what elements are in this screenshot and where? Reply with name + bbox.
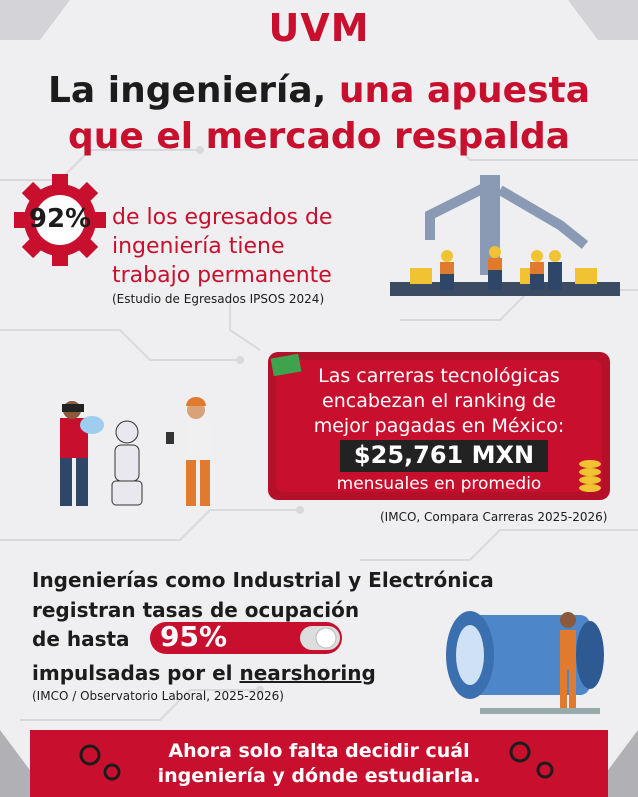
text-line: Las carreras tecnológicas bbox=[318, 365, 560, 387]
driver: nearshoring bbox=[239, 661, 376, 685]
text-line: de los egresados de bbox=[112, 205, 333, 230]
title-part: una apuesta bbox=[338, 70, 591, 111]
text-line: trabajo permanente bbox=[112, 263, 332, 288]
title-part: La ingeniería, bbox=[47, 70, 327, 111]
salary-amount: $25,761 MXN bbox=[353, 441, 535, 469]
occupation-driver: impulsadas por el nearshoring bbox=[32, 661, 376, 685]
occupation-prefix: de hasta bbox=[32, 627, 130, 651]
text-line: mejor pagadas en México: bbox=[313, 415, 565, 437]
occupation-text: Ingenierías como Industrial y Electrónic… bbox=[32, 565, 494, 625]
text-line: ingeniería tiene bbox=[112, 234, 285, 259]
salary-text: Las carreras tecnológicas encabezan el ra… bbox=[276, 364, 602, 439]
salary-period: mensuales en promedio bbox=[336, 474, 542, 494]
text-line: ingeniería y dónde estudiarla. bbox=[157, 765, 481, 787]
footer-text: Ahora solo falta decidir cuál ingeniería … bbox=[30, 739, 608, 789]
text-line: registran tasas de ocupación bbox=[32, 598, 360, 622]
source: (IMCO, Compara Carreras 2025-2026) bbox=[380, 510, 608, 524]
source: (IMCO / Observatorio Laboral, 2025-2026) bbox=[32, 689, 284, 703]
occupation-value: 95% bbox=[160, 620, 228, 653]
title: La ingeniería, una apuesta bbox=[0, 70, 638, 111]
source: (Estudio de Egresados IPSOS 2024) bbox=[112, 292, 325, 306]
stat-text: de los egresados de ingeniería tiene traba… bbox=[112, 203, 332, 290]
text-line: Ingenierías como Industrial y Electrónic… bbox=[32, 568, 494, 592]
text-line: encabezan el ranking de bbox=[322, 390, 556, 412]
stat-value: 92% bbox=[28, 204, 92, 234]
logo: UVM bbox=[268, 6, 370, 50]
title-line: que el mercado respalda bbox=[67, 116, 571, 157]
text-line: Ahora solo falta decidir cuál bbox=[168, 740, 470, 762]
driver-prefix: impulsadas por el bbox=[32, 661, 233, 685]
